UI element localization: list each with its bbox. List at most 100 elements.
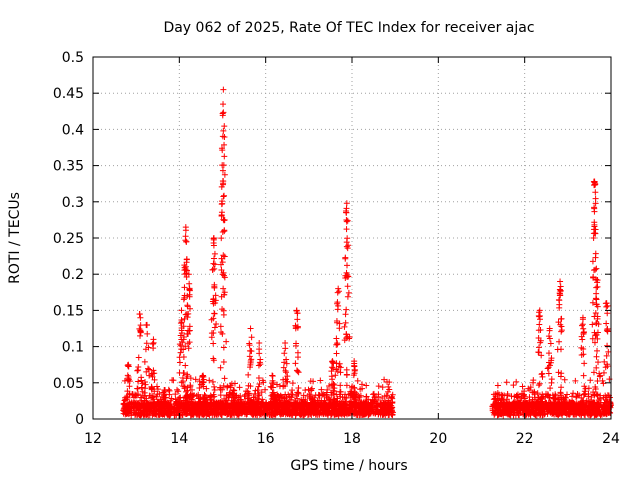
data-point [504,392,511,399]
data-point [556,292,563,299]
data-point [559,400,566,407]
data-point [203,402,210,409]
data-point [138,394,145,401]
data-point [580,372,587,379]
data-point [167,408,174,415]
data-point [604,363,611,370]
data-point [271,395,278,402]
data-point [220,285,227,292]
data-point [579,336,586,343]
data-point [247,400,254,407]
data-point [512,412,519,419]
data-point [592,386,599,392]
data-point [278,394,285,401]
data-point [294,349,301,356]
data-point [256,339,263,346]
data-point [544,391,551,398]
data-point [388,402,395,409]
data-point [283,360,290,367]
data-point [345,242,352,249]
data-point [514,391,521,398]
data-point [219,112,226,119]
data-point [569,393,576,400]
data-point [369,397,376,404]
data-point [277,401,284,408]
data-point [195,402,202,409]
y-tick-label: 0 [75,412,84,428]
data-point [282,339,289,346]
data-point [556,338,563,345]
data-point [200,383,207,390]
data-point [135,378,142,385]
data-point [344,333,351,340]
data-point [593,364,600,371]
data-point [343,382,350,389]
data-point [184,371,191,378]
data-point [539,370,546,377]
data-point [595,321,602,328]
data-point [228,411,235,418]
data-point [573,394,580,401]
data-point [232,404,239,411]
data-point [605,348,612,355]
data-point [290,403,297,410]
data-point [340,401,347,408]
data-point [349,392,356,399]
data-point [581,360,588,367]
data-point [593,320,600,327]
data-point [367,400,374,407]
data-point [246,353,253,360]
data-point [334,319,341,326]
data-point [272,411,279,418]
data-point [162,401,169,408]
data-point [284,373,291,380]
data-point [557,346,564,353]
data-point [389,391,396,398]
data-point [587,377,594,384]
data-point [293,367,300,374]
data-points [120,86,614,419]
data-point [555,319,562,326]
data-point [255,383,262,390]
data-point [255,398,262,405]
data-point [603,300,610,307]
data-point [514,394,521,401]
data-point [138,374,145,381]
data-point [294,395,301,402]
data-point [137,314,144,321]
y-tick-label: 0.5 [62,50,84,66]
data-point [235,412,242,419]
data-point [307,393,314,400]
data-point [536,380,543,387]
data-point [590,369,597,376]
grid-lines [93,57,611,419]
data-point [343,209,350,216]
data-point [330,400,337,407]
data-point [519,383,526,390]
data-point [344,272,351,279]
data-point [200,411,207,418]
data-point [345,409,352,416]
data-point [221,405,228,412]
data-point [518,395,525,402]
data-point [188,396,195,403]
data-point [211,310,218,317]
data-point [245,390,252,397]
data-point [561,376,568,383]
x-axis-ticks: 12 14 16 18 20 22 24 [84,57,620,447]
data-point [503,405,510,412]
data-point [281,350,288,357]
data-point [256,380,263,387]
data-point [148,384,155,391]
data-point [535,410,542,417]
data-point [233,405,240,412]
data-point [255,375,262,382]
data-point [299,409,306,416]
data-point [294,368,301,375]
data-point [184,330,191,337]
data-point [583,401,590,408]
data-point [370,391,377,398]
data-point [123,393,130,400]
data-point [594,303,601,310]
data-point [185,310,192,317]
